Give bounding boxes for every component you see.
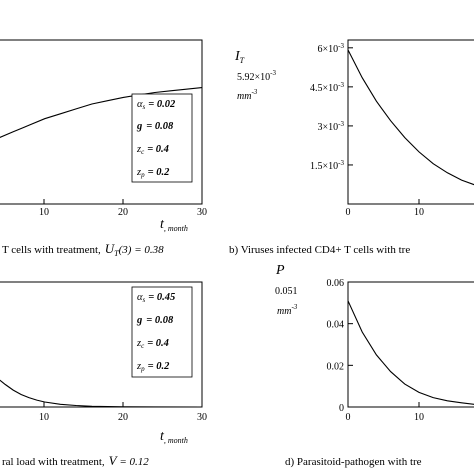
panel-c-caption: ral load with treatment, V = 0.12 [2,453,149,468]
legend-row: zc = 0.4 [136,144,169,156]
panel-d-xtick-label: 0 [346,412,351,423]
panel-b: IT 5.92×10-3 mm-3 6×10-3 4.5×10-3 3×10-3 1.… [229,39,474,256]
panel-b-ytick-label: 3×10-3 [318,120,345,133]
panel-a-xlabel: t, month [160,217,188,233]
legend-row: zc = 0.4 [136,338,169,350]
panel-b-ytick-label: 4.5×10-3 [310,81,344,94]
panel-d-unit: mm-3 [277,303,298,317]
legend-row: αs = 0.02 [137,99,176,111]
panel-d: P 0.051 mm-3 0.06 0.04 0.02 0 0 10 d) Paras… [275,263,474,468]
panel-b-yvalue: 5.92×10-3 [237,69,276,83]
panel-b-xtick-label: 0 [346,207,351,218]
legend-row: zp = 0.2 [136,167,170,179]
panel-d-frame [347,281,474,408]
legend-row: g = 0.08 [136,121,174,132]
panel-d-ytick-label: 0.06 [327,278,345,289]
panel-d-yvalue: 0.051 [275,286,298,297]
panel-a-xtick-label: 20 [118,207,128,218]
panel-d-ylabel: P [275,263,285,278]
panel-d-ytick-label: 0.02 [327,361,345,372]
panel-c-series-line [0,379,203,408]
panel-c-legend: αs = 0.45 g = 0.08 zc = 0.4 zp = 0.2 [136,292,175,373]
panel-d-ytick-label: 0 [339,403,344,414]
panel-a-xtick-label: 30 [197,207,207,218]
panel-a-caption: T cells with treatment, UT(3) = 0.38 [2,241,164,258]
panel-b-ylabel: IT [234,49,245,65]
panel-d-caption: d) Parasitoid-pathogen with tre [285,456,422,468]
panel-d-ytick-label: 0.04 [327,320,345,331]
panel-b-unit: mm-3 [237,88,258,102]
panel-a: 10 20 30 t, month αs = 0.02 g = 0.08 zc = 0… [0,39,207,258]
legend-row: g = 0.08 [136,315,174,326]
panel-d-xtick-label: 10 [414,412,424,423]
panel-c-xtick-label: 10 [39,412,49,423]
panel-c-xtick-label: 30 [197,412,207,423]
panel-a-xtick-label: 10 [39,207,49,218]
panel-a-legend: αs = 0.02 g = 0.08 zc = 0.4 zp = 0.2 [136,99,176,179]
panel-a-legend-box [131,93,193,183]
panel-b-xtick-label: 10 [414,207,424,218]
panel-b-caption: b) Viruses infected CD4+ T cells with tr… [229,244,410,256]
legend-row: zp = 0.2 [136,361,170,373]
panel-c-legend-box [131,286,193,378]
panel-b-series-line [347,49,474,186]
panel-c-xlabel: t, month [160,429,188,445]
panel-b-frame [347,39,474,205]
panel-a-frame [0,39,203,205]
legend-row: αs = 0.45 [137,292,175,304]
panel-c-xtick-label: 20 [118,412,128,423]
panel-b-yticks: 6×10-3 4.5×10-3 3×10-3 1.5×10-3 [310,42,353,172]
panel-b-ytick-label: 1.5×10-3 [310,159,344,172]
panel-d-yticks: 0.06 0.04 0.02 0 [327,278,353,414]
panel-a-series-line [0,87,203,138]
panel-c: 10 20 30 t, month αs = 0.45 g = 0.08 zc = 0… [0,281,207,468]
panel-d-series-line [347,300,474,405]
panel-b-ytick-label: 6×10-3 [318,42,345,55]
